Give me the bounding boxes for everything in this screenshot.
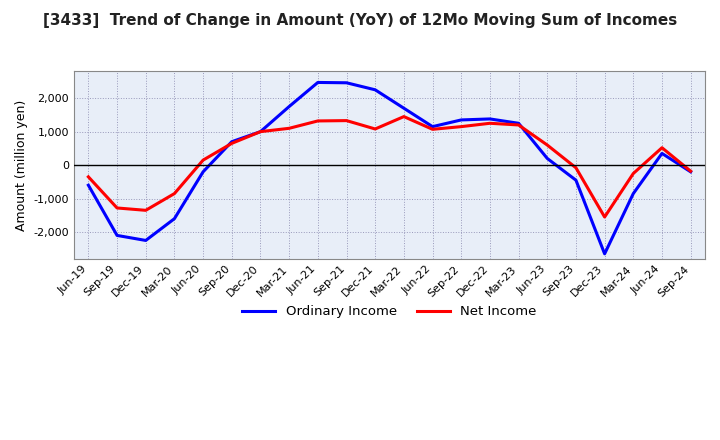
Net Income xyxy=(572,165,580,170)
Ordinary Income xyxy=(285,104,294,109)
Ordinary Income xyxy=(543,156,552,161)
Net Income xyxy=(657,145,666,150)
Ordinary Income xyxy=(113,233,122,238)
Y-axis label: Amount (million yen): Amount (million yen) xyxy=(15,99,28,231)
Ordinary Income xyxy=(428,124,437,129)
Net Income xyxy=(629,171,638,176)
Net Income xyxy=(371,126,379,132)
Net Income xyxy=(342,118,351,123)
Ordinary Income xyxy=(657,151,666,156)
Ordinary Income xyxy=(686,169,695,175)
Net Income xyxy=(84,174,93,180)
Ordinary Income xyxy=(342,80,351,85)
Ordinary Income xyxy=(572,178,580,183)
Net Income xyxy=(285,126,294,131)
Net Income xyxy=(256,129,265,134)
Net Income xyxy=(400,114,408,119)
Net Income xyxy=(313,118,322,124)
Ordinary Income xyxy=(228,139,236,144)
Ordinary Income xyxy=(170,216,179,221)
Net Income xyxy=(600,214,609,220)
Ordinary Income xyxy=(400,106,408,111)
Ordinary Income xyxy=(84,183,93,188)
Net Income xyxy=(457,124,466,129)
Net Income xyxy=(514,122,523,128)
Ordinary Income xyxy=(313,80,322,85)
Ordinary Income xyxy=(485,116,494,121)
Text: [3433]  Trend of Change in Amount (YoY) of 12Mo Moving Sum of Incomes: [3433] Trend of Change in Amount (YoY) o… xyxy=(43,13,677,28)
Net Income xyxy=(485,121,494,126)
Line: Net Income: Net Income xyxy=(89,117,690,217)
Ordinary Income xyxy=(629,191,638,196)
Net Income xyxy=(141,208,150,213)
Ordinary Income xyxy=(600,251,609,257)
Net Income xyxy=(543,143,552,148)
Line: Ordinary Income: Ordinary Income xyxy=(89,82,690,254)
Net Income xyxy=(686,169,695,174)
Net Income xyxy=(228,141,236,146)
Ordinary Income xyxy=(199,169,207,175)
Net Income xyxy=(199,158,207,163)
Net Income xyxy=(170,191,179,196)
Ordinary Income xyxy=(141,238,150,243)
Ordinary Income xyxy=(514,121,523,126)
Net Income xyxy=(113,205,122,211)
Legend: Ordinary Income, Net Income: Ordinary Income, Net Income xyxy=(237,300,542,323)
Net Income xyxy=(428,127,437,132)
Ordinary Income xyxy=(256,129,265,134)
Ordinary Income xyxy=(371,87,379,92)
Ordinary Income xyxy=(457,117,466,123)
